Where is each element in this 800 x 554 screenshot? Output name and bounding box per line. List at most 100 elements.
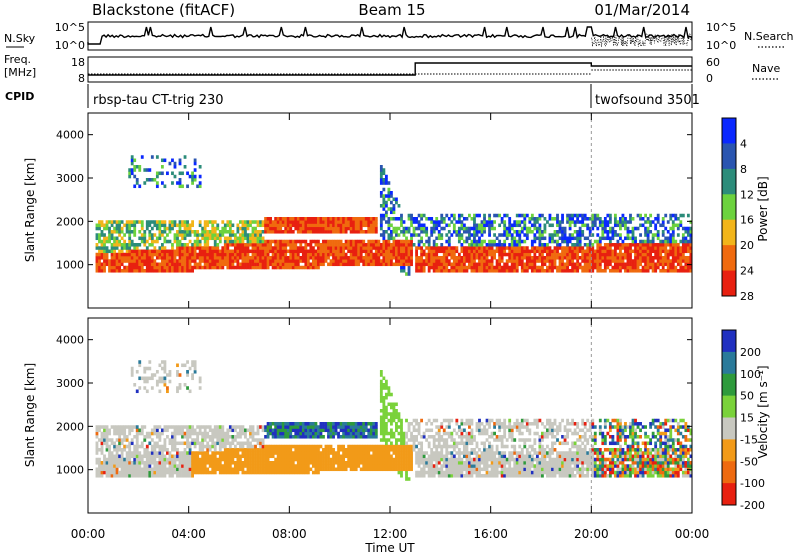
echo-cell <box>528 220 532 224</box>
echo-cell <box>103 262 106 267</box>
echo-cell <box>95 236 99 241</box>
echo-cell <box>241 451 245 455</box>
echo-cell <box>337 461 340 465</box>
echo-cell <box>155 174 159 179</box>
echo-cell <box>684 256 688 260</box>
echo-cell <box>435 269 439 273</box>
echo-cell <box>412 220 416 224</box>
echo-cell <box>483 265 486 270</box>
echo-cell <box>216 457 220 462</box>
echo-cell <box>364 448 368 452</box>
echo-cell <box>387 197 391 202</box>
echo-cell <box>390 415 393 420</box>
echo-cell <box>384 194 388 198</box>
echo-cell <box>233 246 237 250</box>
echo-cell <box>402 256 406 260</box>
echo-cell <box>322 428 325 433</box>
echo-cell <box>568 220 572 224</box>
echo-cell <box>538 223 542 228</box>
echo-cell <box>339 249 343 254</box>
echo-cell <box>95 448 99 452</box>
echo-cell <box>274 217 278 221</box>
echo-cell <box>198 165 202 169</box>
echo-cell <box>520 265 524 270</box>
echo-cell <box>666 249 670 254</box>
echo-cell <box>546 220 549 224</box>
echo-cell <box>405 464 408 468</box>
echo-cell <box>367 226 371 231</box>
echo-cell <box>533 220 537 224</box>
echo-cell <box>133 256 137 260</box>
echo-cell <box>576 220 580 224</box>
echo-cell <box>493 213 496 218</box>
echo-cell <box>178 161 182 166</box>
echo-cell <box>415 457 418 462</box>
echo-cell <box>661 239 665 244</box>
echo-cell <box>397 217 401 221</box>
echo-cell <box>679 239 683 244</box>
echo-cell <box>311 457 315 462</box>
echo-cell <box>510 259 514 263</box>
echo-cell <box>110 474 114 478</box>
echo-cell <box>314 444 318 449</box>
echo-cell <box>543 256 547 260</box>
echo-cell <box>686 226 690 231</box>
echo-cell <box>125 454 129 459</box>
echo-cell <box>553 233 557 237</box>
echo-cell <box>588 239 592 244</box>
echo-cell <box>455 269 459 273</box>
echo-cell <box>619 223 622 228</box>
echo-cell <box>246 454 250 459</box>
echo-cell <box>415 451 418 455</box>
echo-cell <box>561 246 564 250</box>
echo-cell <box>405 256 408 260</box>
echo-cell <box>173 174 177 179</box>
echo-cell <box>656 230 660 234</box>
echo-cell <box>593 217 597 221</box>
echo-cell <box>576 233 580 237</box>
echo-cell <box>284 249 288 254</box>
echo-cell <box>140 226 144 231</box>
echo-cell <box>158 230 162 234</box>
echo-cell <box>231 467 235 472</box>
echo-cell <box>236 230 240 234</box>
echo-cell <box>500 217 504 221</box>
echo-cell <box>138 464 142 468</box>
echo-cell <box>271 252 275 257</box>
echo-cell <box>432 256 436 260</box>
echo-cell <box>218 431 222 436</box>
echo-cell <box>95 425 99 429</box>
echo-cell <box>264 259 267 263</box>
echo-cell <box>649 213 653 218</box>
echo-cell <box>329 230 333 234</box>
echo-cell <box>382 178 386 182</box>
echo-cell <box>153 252 157 257</box>
echo-cell <box>113 474 116 478</box>
echo-cell <box>148 236 152 241</box>
echo-cell <box>254 461 257 465</box>
echo-cell <box>193 438 197 442</box>
echo-cell <box>198 425 202 429</box>
echo-cell <box>384 444 388 449</box>
echo-cell <box>649 220 653 224</box>
echo-cell <box>261 461 265 465</box>
echo-cell <box>241 262 245 267</box>
echo-cell <box>110 223 114 228</box>
echo-cell <box>100 441 104 446</box>
echo-cell <box>410 435 413 439</box>
echo-cell <box>143 470 147 475</box>
echo-cell <box>196 233 200 237</box>
echo-cell <box>115 246 119 250</box>
echo-cell <box>153 470 157 475</box>
echo-cell <box>155 256 159 260</box>
echo-cell <box>568 226 572 231</box>
echo-cell <box>289 259 293 263</box>
echo-cell <box>206 230 210 234</box>
echo-cell <box>153 259 157 263</box>
echo-cell <box>213 259 217 263</box>
echo-cell <box>518 243 522 247</box>
echo-cell <box>103 223 106 228</box>
echo-cell <box>382 464 386 468</box>
echo-cell <box>397 246 401 250</box>
echo-cell <box>218 464 222 468</box>
